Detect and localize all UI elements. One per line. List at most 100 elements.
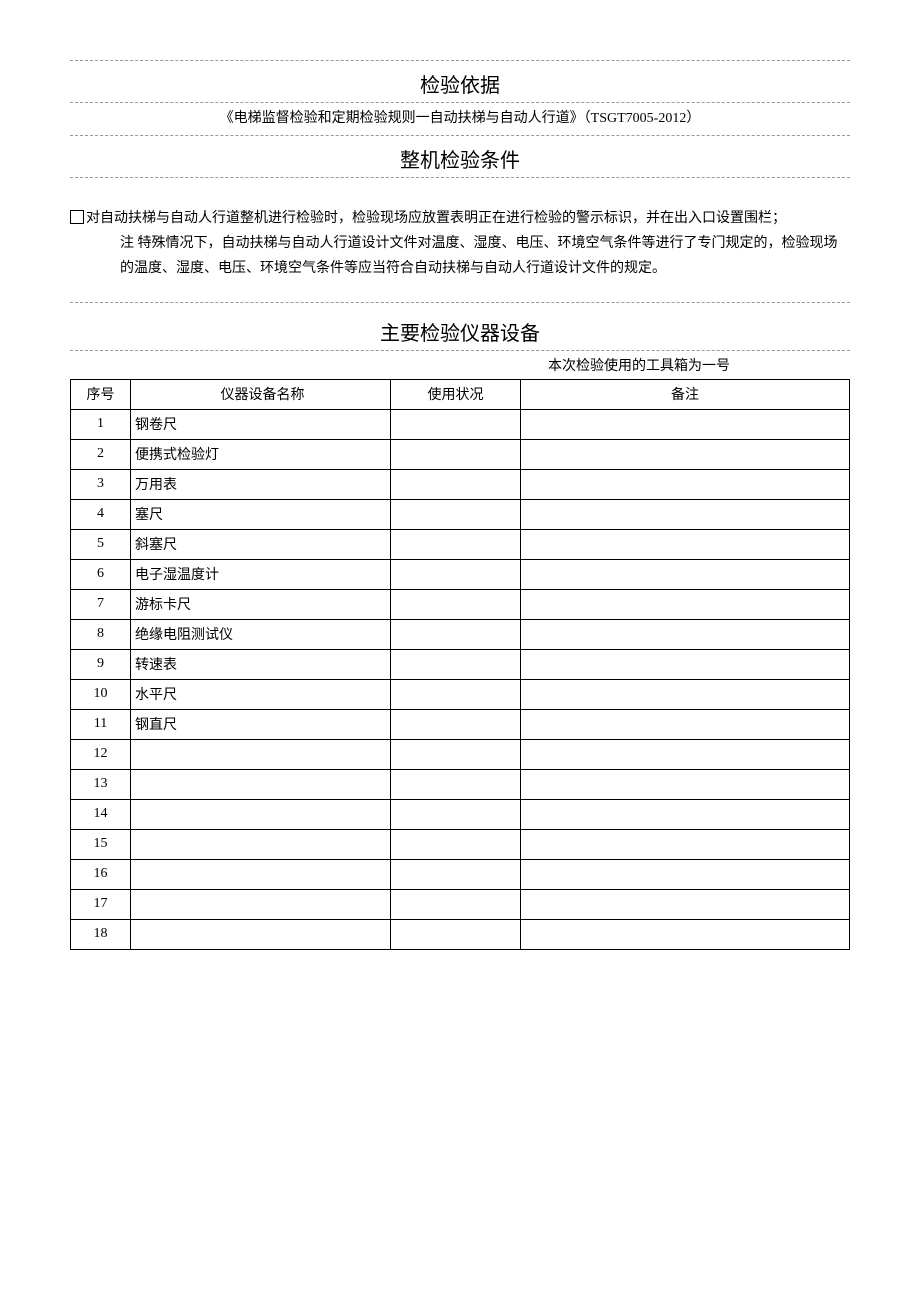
name-cell bbox=[131, 889, 391, 919]
equipment-section: 主要检验仪器设备 本次检验使用的工具箱为一号 序号 仪器设备名称 使用状况 备注… bbox=[70, 309, 850, 950]
table-row: 13 bbox=[71, 769, 850, 799]
name-cell: 塞尺 bbox=[131, 499, 391, 529]
note-cell bbox=[521, 619, 850, 649]
status-cell bbox=[391, 919, 521, 949]
status-cell bbox=[391, 469, 521, 499]
conditions-line1: 对自动扶梯与自动人行道整机进行检验时，检验现场应放置表明正在进行检验的警示标识，… bbox=[70, 198, 850, 231]
table-row: 7游标卡尺 bbox=[71, 589, 850, 619]
status-cell bbox=[391, 859, 521, 889]
note-cell bbox=[521, 799, 850, 829]
equipment-table: 序号 仪器设备名称 使用状况 备注 1钢卷尺2便携式检验灯3万用表4塞尺5斜塞尺… bbox=[70, 379, 850, 950]
note-label: 注 bbox=[120, 236, 134, 251]
name-cell: 钢直尺 bbox=[131, 709, 391, 739]
note-cell bbox=[521, 499, 850, 529]
seq-cell: 14 bbox=[71, 799, 131, 829]
seq-cell: 10 bbox=[71, 679, 131, 709]
name-cell: 便携式检验灯 bbox=[131, 439, 391, 469]
col-status-header: 使用状况 bbox=[391, 379, 521, 409]
name-cell bbox=[131, 799, 391, 829]
note-cell bbox=[521, 889, 850, 919]
note-cell bbox=[521, 529, 850, 559]
divider-4 bbox=[70, 302, 850, 303]
table-row: 3万用表 bbox=[71, 469, 850, 499]
name-cell: 万用表 bbox=[131, 469, 391, 499]
table-row: 9转速表 bbox=[71, 649, 850, 679]
status-cell bbox=[391, 409, 521, 439]
note-cell bbox=[521, 679, 850, 709]
seq-cell: 1 bbox=[71, 409, 131, 439]
toolbox-line: 本次检验使用的工具箱为一号 bbox=[70, 351, 850, 379]
note-cell bbox=[521, 919, 850, 949]
name-cell: 水平尺 bbox=[131, 679, 391, 709]
status-cell bbox=[391, 559, 521, 589]
status-cell bbox=[391, 889, 521, 919]
seq-cell: 2 bbox=[71, 439, 131, 469]
seq-cell: 6 bbox=[71, 559, 131, 589]
table-row: 8绝缘电阻测试仪 bbox=[71, 619, 850, 649]
note-cell bbox=[521, 709, 850, 739]
table-row: 12 bbox=[71, 739, 850, 769]
table-row: 14 bbox=[71, 799, 850, 829]
name-cell bbox=[131, 859, 391, 889]
status-cell bbox=[391, 589, 521, 619]
table-row: 2便携式检验灯 bbox=[71, 439, 850, 469]
table-row: 6电子湿温度计 bbox=[71, 559, 850, 589]
seq-cell: 8 bbox=[71, 619, 131, 649]
seq-cell: 16 bbox=[71, 859, 131, 889]
seq-cell: 4 bbox=[71, 499, 131, 529]
name-cell: 游标卡尺 bbox=[131, 589, 391, 619]
note-body: 特殊情况下，自动扶梯与自动人行道设计文件对温度、湿度、电压、环境空气条件等进行了… bbox=[120, 236, 838, 276]
section1-title: 检验依据 bbox=[70, 61, 850, 102]
seq-cell: 3 bbox=[71, 469, 131, 499]
name-cell: 转速表 bbox=[131, 649, 391, 679]
conditions-note: 注 特殊情况下，自动扶梯与自动人行道设计文件对温度、湿度、电压、环境空气条件等进… bbox=[70, 231, 850, 281]
table-row: 1钢卷尺 bbox=[71, 409, 850, 439]
seq-cell: 18 bbox=[71, 919, 131, 949]
status-cell bbox=[391, 739, 521, 769]
note-cell bbox=[521, 829, 850, 859]
table-row: 17 bbox=[71, 889, 850, 919]
status-cell bbox=[391, 709, 521, 739]
status-cell bbox=[391, 499, 521, 529]
col-note-header: 备注 bbox=[521, 379, 850, 409]
note-cell bbox=[521, 859, 850, 889]
status-cell bbox=[391, 439, 521, 469]
seq-cell: 17 bbox=[71, 889, 131, 919]
seq-cell: 13 bbox=[71, 769, 131, 799]
conditions-line1-text: 对自动扶梯与自动人行道整机进行检验时，检验现场应放置表明正在进行检验的警示标识，… bbox=[86, 211, 786, 226]
note-cell bbox=[521, 559, 850, 589]
col-seq-header: 序号 bbox=[71, 379, 131, 409]
basis-text: 《电梯监督检验和定期检验规则一自动扶梯与自动人行道》（TSGT7005-2012… bbox=[70, 103, 850, 135]
table-row: 4塞尺 bbox=[71, 499, 850, 529]
table-row: 10水平尺 bbox=[71, 679, 850, 709]
note-cell bbox=[521, 409, 850, 439]
status-cell bbox=[391, 679, 521, 709]
note-cell bbox=[521, 739, 850, 769]
section2-title: 整机检验条件 bbox=[70, 136, 850, 177]
name-cell bbox=[131, 919, 391, 949]
note-cell bbox=[521, 589, 850, 619]
seq-cell: 9 bbox=[71, 649, 131, 679]
name-cell bbox=[131, 739, 391, 769]
name-cell: 绝缘电阻测试仪 bbox=[131, 619, 391, 649]
table-row: 18 bbox=[71, 919, 850, 949]
status-cell bbox=[391, 649, 521, 679]
table-row: 11钢直尺 bbox=[71, 709, 850, 739]
status-cell bbox=[391, 769, 521, 799]
seq-cell: 12 bbox=[71, 739, 131, 769]
seq-cell: 5 bbox=[71, 529, 131, 559]
status-cell bbox=[391, 619, 521, 649]
table-row: 5斜塞尺 bbox=[71, 529, 850, 559]
table-row: 16 bbox=[71, 859, 850, 889]
checkbox-icon bbox=[70, 210, 84, 224]
status-cell bbox=[391, 529, 521, 559]
name-cell: 斜塞尺 bbox=[131, 529, 391, 559]
seq-cell: 7 bbox=[71, 589, 131, 619]
status-cell bbox=[391, 829, 521, 859]
section3-title: 主要检验仪器设备 bbox=[70, 309, 850, 350]
name-cell bbox=[131, 829, 391, 859]
name-cell: 电子湿温度计 bbox=[131, 559, 391, 589]
note-cell bbox=[521, 439, 850, 469]
seq-cell: 15 bbox=[71, 829, 131, 859]
conditions-block: 对自动扶梯与自动人行道整机进行检验时，检验现场应放置表明正在进行检验的警示标识，… bbox=[70, 178, 850, 302]
